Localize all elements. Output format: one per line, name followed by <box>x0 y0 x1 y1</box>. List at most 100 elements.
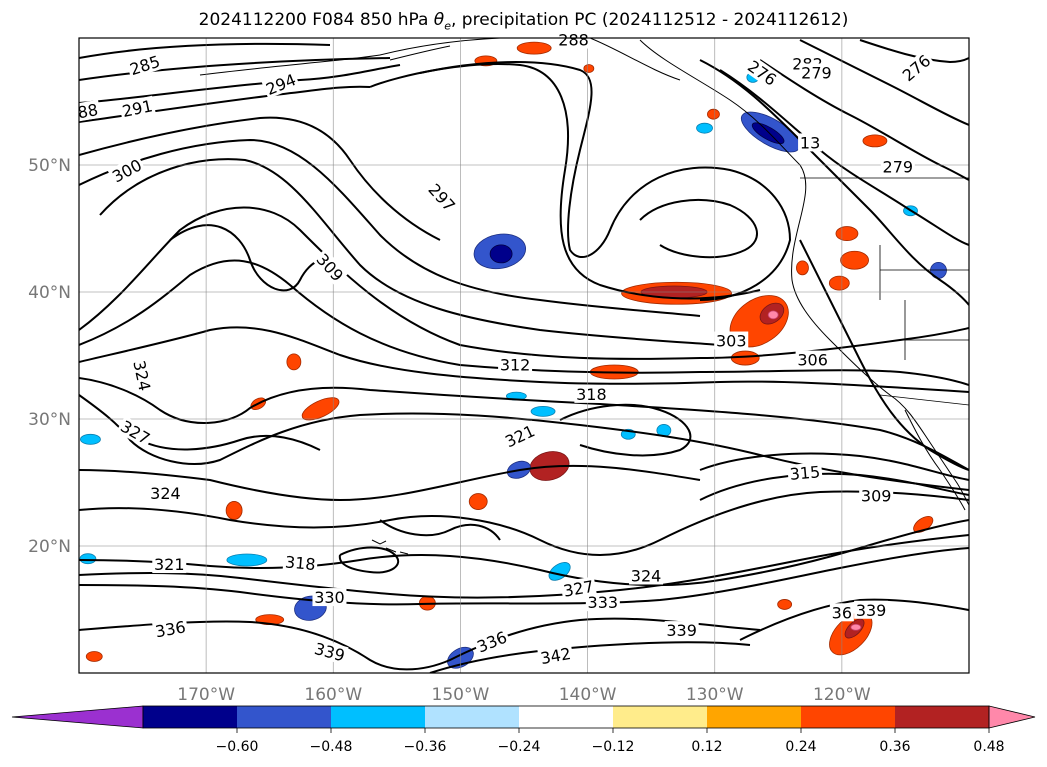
contour-label-bg <box>129 357 155 395</box>
precip-patch <box>286 353 302 371</box>
precip-patch <box>489 244 513 264</box>
contour-line <box>79 534 969 599</box>
precip-patch <box>767 310 779 320</box>
contour-label-bg <box>125 51 164 79</box>
coastlines <box>199 38 969 555</box>
colorbar-segment <box>237 706 332 728</box>
colorbar-segment <box>801 706 896 728</box>
colorbar-tick-label: 0.12 <box>691 739 722 755</box>
contour-label: 318 <box>574 384 609 404</box>
colorbar-tick-label: −0.60 <box>216 739 259 755</box>
contour-line <box>699 452 969 481</box>
precip-patch <box>862 134 888 148</box>
contour-line <box>739 598 969 641</box>
latitude-tick-labels: 50°N 40°N 30°N 20°N <box>28 156 71 557</box>
contour-label-bg <box>500 420 539 452</box>
contour-label: 88 <box>74 99 102 122</box>
contour-label: 291 <box>118 95 156 121</box>
contour-line <box>799 39 969 126</box>
precip-patch <box>835 226 859 241</box>
contour-label-text: 36 <box>832 603 852 622</box>
lat-tick-label: 30°N <box>28 410 71 430</box>
contour-line <box>79 138 701 317</box>
contour-label-text: 324 <box>150 484 181 503</box>
contour-label: 303 <box>714 331 749 351</box>
colorbar-segment <box>143 706 238 728</box>
contour-line <box>419 61 792 301</box>
precip-patch <box>516 41 552 55</box>
coastline-baja <box>904 409 966 511</box>
longitude-tick-labels: 170°W 160°W 150°W 140°W 130°W 120°W <box>177 685 871 705</box>
coastline-north-america <box>639 39 969 506</box>
contour-label-bg <box>556 30 591 49</box>
contour-label-bg <box>152 555 187 574</box>
contour-line <box>79 42 331 59</box>
colorbar-tick-label: 0.24 <box>785 739 816 755</box>
contour-label-bg <box>116 415 155 449</box>
colorbar-tick-label: 0.36 <box>879 739 910 755</box>
political-borders <box>800 177 969 406</box>
title-theta-subscript: e <box>444 19 451 33</box>
precip-patch <box>226 553 268 567</box>
contour-line <box>79 617 761 671</box>
precip-patch <box>85 651 103 662</box>
contour-label-text: 339 <box>856 601 887 620</box>
contour-label-bg <box>798 133 823 152</box>
contour-label-bg <box>310 638 349 665</box>
contour-label: 333 <box>585 593 620 612</box>
contour-label-text: 279 <box>883 158 914 177</box>
gridlines <box>79 38 969 673</box>
contour-label-text: 318 <box>576 385 607 404</box>
contour-label: 324 <box>629 566 664 585</box>
contour-labels: 2858829129430029730928827628227927613279… <box>74 30 936 668</box>
contour-label-text: 315 <box>789 462 821 484</box>
lon-tick-label: 140°W <box>559 685 617 705</box>
colorbar-segment <box>331 706 426 728</box>
contour-label-bg <box>829 603 854 622</box>
contour-label-bg <box>312 588 347 607</box>
contour-line <box>699 472 969 501</box>
contour-label: 279 <box>880 157 915 177</box>
map-title: 2024112200 F084 850 hPa θe, precipitatio… <box>0 10 1047 32</box>
precip-patch <box>850 623 862 631</box>
state-border <box>879 245 969 360</box>
contour-label-bg <box>118 95 156 121</box>
contour-label-bg <box>743 55 782 90</box>
precip-patch <box>840 250 869 270</box>
precip-patch <box>79 553 97 565</box>
contour-label-bg <box>714 331 749 350</box>
colorbar-tick-labels: −0.60 −0.48 −0.36 −0.24 −0.12 0.12 0.24 0.36 0.4… <box>216 728 1005 755</box>
contour-label-text: 321 <box>154 555 185 574</box>
lat-tick-label: 20°N <box>28 537 71 557</box>
contour-label: 315 <box>787 462 823 484</box>
contour-label: 330 <box>312 588 347 607</box>
contour-label-bg <box>664 621 699 640</box>
precip-patch <box>707 108 720 120</box>
contour-label: 309 <box>859 486 894 505</box>
hawaii-islands <box>371 539 409 555</box>
contour-label-bg <box>498 355 533 374</box>
contour-label-text: 312 <box>500 356 531 375</box>
map-panel: 2858829129430029730928827628227927613279… <box>74 30 970 674</box>
contour-line <box>759 59 969 181</box>
colorbar-tick-label: −0.48 <box>310 739 353 755</box>
precipitation-field <box>79 41 947 669</box>
precip-patch <box>583 64 595 73</box>
lat-tick-label: 40°N <box>28 283 71 303</box>
contour-line <box>639 199 758 259</box>
contour-label-text: 333 <box>588 593 619 612</box>
contour-line <box>338 546 400 574</box>
colorbar-segment <box>707 706 802 728</box>
contour-label-bg <box>787 462 823 484</box>
contour-label-bg <box>74 99 102 122</box>
contour-line <box>699 59 969 306</box>
lon-tick-label: 120°W <box>813 685 871 705</box>
contour-line <box>379 519 501 541</box>
colorbar-tick-label: −0.12 <box>592 739 635 755</box>
precip-patch <box>80 433 101 445</box>
contour-label-bg <box>799 63 834 82</box>
contour-label-text: 309 <box>861 486 892 505</box>
colorbar-segment <box>519 706 614 728</box>
contour-line <box>79 464 701 502</box>
precip-patch <box>696 122 713 134</box>
